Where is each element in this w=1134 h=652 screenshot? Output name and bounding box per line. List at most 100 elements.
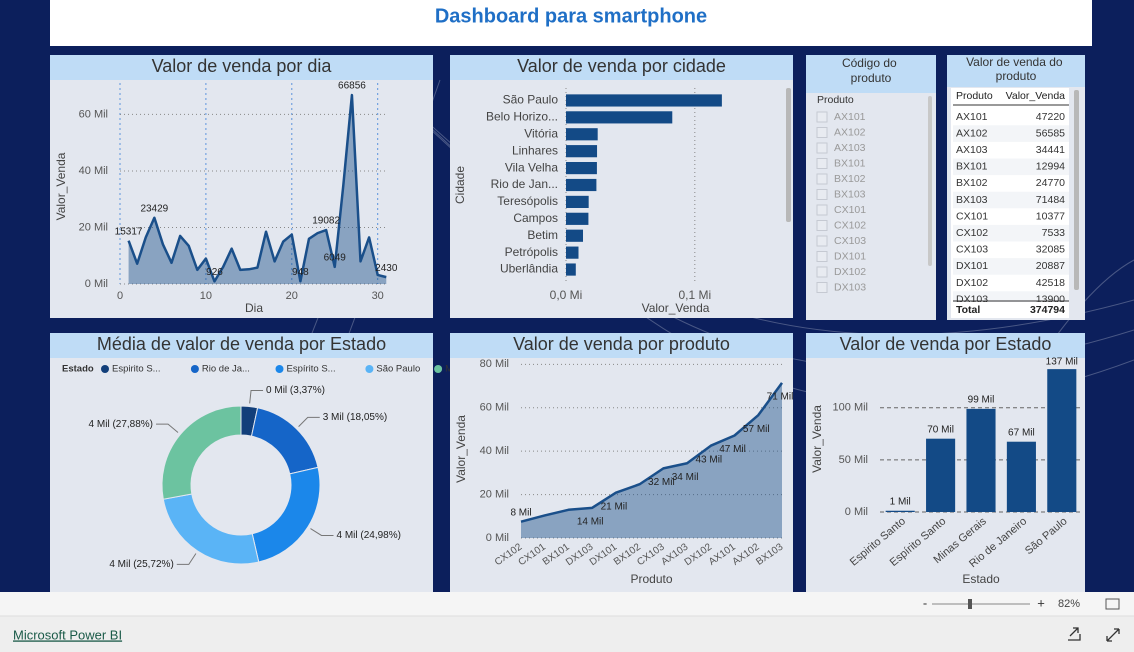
x-axis-title: Valor_Venda bbox=[642, 301, 710, 315]
y-tick-label: Campos bbox=[513, 211, 558, 225]
cell: 12994 bbox=[1036, 161, 1065, 173]
cell: DX102 bbox=[956, 277, 988, 289]
zoom-thumb[interactable] bbox=[968, 599, 972, 609]
slicer-item[interactable]: DX102 bbox=[834, 266, 866, 278]
slicer-checkbox[interactable] bbox=[816, 189, 828, 200]
data-label: 99 Mil bbox=[968, 395, 995, 406]
y-tick-label: 0 Mil bbox=[845, 506, 868, 518]
slicer-item[interactable]: AX103 bbox=[834, 142, 866, 154]
chart-panel-header bbox=[450, 333, 793, 358]
cell: BX102 bbox=[956, 177, 988, 189]
fit-icon[interactable] bbox=[1105, 598, 1120, 610]
data-label: 137 Mil bbox=[1046, 357, 1078, 368]
slicer-checkbox[interactable] bbox=[816, 142, 828, 154]
y-tick-label: 60 Mil bbox=[79, 108, 108, 120]
header-box bbox=[50, 0, 1092, 46]
data-label: 70 Mil bbox=[927, 424, 954, 435]
y-axis-title: Valor_Venda bbox=[54, 152, 68, 220]
x-tick-label: 0,0 Mi bbox=[550, 288, 583, 302]
y-tick-label: 50 Mil bbox=[839, 454, 868, 466]
bar bbox=[566, 229, 584, 242]
total-cell: Total bbox=[956, 304, 980, 316]
leader-line bbox=[310, 528, 334, 536]
slicer-item[interactable]: CX102 bbox=[834, 219, 866, 231]
total-cell: 374794 bbox=[1030, 304, 1065, 316]
bar bbox=[566, 162, 597, 175]
slicer-checkbox[interactable] bbox=[816, 204, 828, 216]
slicer-item[interactable]: DX103 bbox=[834, 281, 866, 293]
data-label: 6049 bbox=[324, 253, 347, 264]
x-axis-title: Produto bbox=[630, 572, 672, 586]
share-icon[interactable] bbox=[1068, 627, 1081, 641]
cell: 13900 bbox=[1036, 293, 1065, 305]
bar bbox=[566, 111, 673, 124]
zoom-out[interactable]: - bbox=[923, 595, 927, 610]
data-label: 3 Mil (18,05%) bbox=[323, 412, 387, 423]
leader-line bbox=[298, 416, 320, 427]
chart-panel-header bbox=[50, 333, 433, 358]
y-tick-label: 20 Mil bbox=[480, 488, 509, 500]
cell: 32085 bbox=[1036, 244, 1065, 256]
x-axis-title: Dia bbox=[245, 301, 263, 315]
data-label: 0 Mil (3,37%) bbox=[266, 385, 325, 396]
y-tick-label: 40 Mil bbox=[79, 165, 108, 177]
slicer-checkbox[interactable] bbox=[816, 158, 828, 169]
table-title: Valor de venda do produto bbox=[966, 55, 1066, 83]
brand-link[interactable]: Microsoft Power BI bbox=[13, 627, 122, 642]
slicer-panel-header bbox=[806, 55, 936, 93]
zoom-level: 82% bbox=[1058, 598, 1080, 610]
y-tick-label: 20 Mil bbox=[79, 221, 108, 233]
y-tick-label: Teresópolis bbox=[497, 194, 558, 208]
cell: AX103 bbox=[956, 144, 988, 156]
slicer-checkbox[interactable] bbox=[816, 251, 828, 262]
slicer-checkbox[interactable] bbox=[816, 127, 828, 138]
row-band bbox=[953, 224, 1069, 242]
slicer-item[interactable]: BX101 bbox=[834, 157, 866, 169]
fullscreen-icon[interactable] bbox=[1106, 628, 1120, 642]
slicer-item[interactable]: AX101 bbox=[834, 111, 866, 123]
slicer-item[interactable]: BX102 bbox=[834, 173, 866, 185]
slicer-checkbox[interactable] bbox=[816, 111, 828, 123]
data-label: 66856 bbox=[338, 81, 366, 92]
slicer-checkbox[interactable] bbox=[816, 173, 828, 185]
bar bbox=[966, 408, 996, 512]
legend-swatch bbox=[275, 365, 284, 373]
slicer-item[interactable]: DX101 bbox=[834, 250, 866, 262]
cell: CX101 bbox=[956, 210, 988, 222]
zoom-in[interactable]: + bbox=[1037, 595, 1045, 610]
y-tick-label: 0 Mil bbox=[486, 532, 509, 544]
x-tick-label: 0,1 Mi bbox=[678, 288, 711, 302]
scrollbar[interactable] bbox=[786, 88, 791, 222]
slicer-item[interactable]: BX103 bbox=[834, 188, 866, 200]
data-label: 8 Mil bbox=[510, 507, 531, 518]
cell: DX101 bbox=[956, 260, 988, 272]
slicer-scrollbar[interactable] bbox=[928, 96, 932, 266]
slicer-panel bbox=[806, 55, 936, 320]
legend-swatch bbox=[101, 365, 109, 373]
slicer-item[interactable]: CX101 bbox=[834, 204, 866, 216]
data-label: 4 Mil (25,72%) bbox=[109, 559, 173, 570]
slicer-checkbox[interactable] bbox=[816, 282, 828, 293]
data-label: 14 Mil bbox=[577, 516, 604, 527]
data-label: 21 Mil bbox=[601, 501, 628, 512]
slicer-checkbox[interactable] bbox=[816, 220, 828, 231]
data-label: 23429 bbox=[140, 203, 168, 214]
y-axis-title: Cidade bbox=[453, 166, 467, 204]
cell: 7533 bbox=[1042, 227, 1066, 239]
y-tick-label: São Paulo bbox=[503, 93, 559, 107]
slicer-checkbox[interactable] bbox=[816, 266, 828, 278]
legend-swatch bbox=[434, 365, 443, 373]
y-tick-label: Linhares bbox=[512, 143, 558, 157]
data-label: 15317 bbox=[115, 226, 143, 237]
slicer-checkbox[interactable] bbox=[816, 235, 828, 247]
table-scrollbar[interactable] bbox=[1074, 90, 1079, 290]
x-axis-title: Estado bbox=[962, 572, 1000, 586]
bar bbox=[885, 510, 915, 512]
slicer-item[interactable]: AX102 bbox=[834, 126, 866, 138]
bar bbox=[566, 178, 597, 192]
bar bbox=[566, 263, 576, 276]
row-band bbox=[953, 158, 1069, 176]
slicer-item[interactable]: CX103 bbox=[834, 235, 866, 247]
data-label: 4 Mil (24,98%) bbox=[336, 530, 400, 541]
